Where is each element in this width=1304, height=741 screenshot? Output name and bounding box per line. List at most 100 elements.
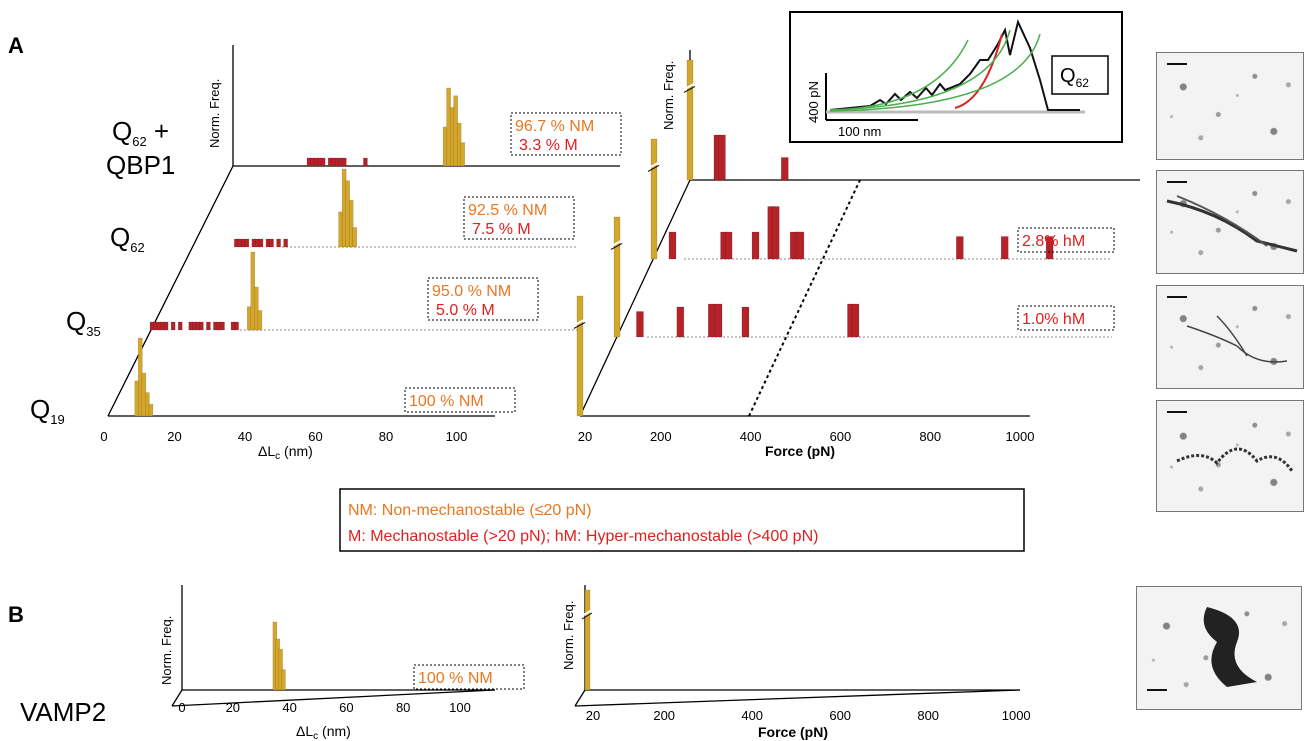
legend-nm: NM: Non-mechanostable (≤20 pN) bbox=[348, 502, 592, 519]
dlc-tick-b-80: 80 bbox=[396, 700, 410, 715]
dlc-tick-b-60: 60 bbox=[339, 700, 353, 715]
force-tick-b-600: 600 bbox=[829, 708, 851, 723]
force-bar-1-1 bbox=[636, 311, 644, 338]
row-label-1: Q35 bbox=[66, 306, 101, 339]
dlc-tick-a-20: 20 bbox=[167, 429, 181, 444]
em-image-q62-qbp1 bbox=[1156, 52, 1304, 160]
dlc-m-bar-3-4 bbox=[320, 157, 326, 167]
force-tick-b-20: 20 bbox=[586, 708, 600, 723]
dlc-tick-a-0: 0 bbox=[100, 429, 107, 444]
force-break-mark-0-a bbox=[573, 318, 586, 327]
force-break-mark-1-a bbox=[610, 239, 623, 248]
force-tick-b-200: 200 bbox=[653, 708, 675, 723]
norm-freq-label-b1: Norm. Freq. bbox=[159, 616, 174, 685]
pct-nm-row-0: 100 % NM bbox=[409, 393, 484, 410]
force-frame-b bbox=[574, 585, 1021, 707]
force-b-break-b bbox=[581, 612, 593, 620]
force-b-nm-bar-0 bbox=[584, 589, 591, 691]
force-bar-3-0 bbox=[686, 59, 694, 181]
force-tick-a-1000: 1000 bbox=[1006, 429, 1035, 444]
force-bar-1-7 bbox=[851, 303, 860, 338]
force-tick-a-200: 200 bbox=[650, 429, 672, 444]
legend-box bbox=[339, 488, 1025, 552]
dlc-m-bar-1-16 bbox=[234, 321, 239, 331]
pct-box-vamp2 bbox=[413, 664, 525, 690]
dlc-nm-bar-0-4 bbox=[148, 404, 154, 417]
inset-wlc-fit-green-2 bbox=[829, 29, 1011, 111]
dlc-b-nm-bar-3 bbox=[281, 669, 286, 691]
em-image-q62 bbox=[1156, 170, 1304, 274]
dlc-m-bar-2-6 bbox=[258, 238, 264, 248]
dlc-nm-bar-3-5 bbox=[460, 142, 465, 167]
pct-nm-vamp2: 100 % NM bbox=[418, 670, 493, 687]
hm-label-1: 2.8% hM bbox=[1022, 233, 1085, 250]
force-bar-2-11 bbox=[1000, 236, 1009, 260]
force-bar-1-3 bbox=[708, 303, 716, 338]
dlc-tick-a-100: 100 bbox=[446, 429, 468, 444]
dlc-nm-bar-1-2 bbox=[254, 286, 259, 331]
dlc-m-bar-1-14 bbox=[220, 321, 225, 331]
dlc-m-bar-1-4 bbox=[163, 321, 169, 331]
dlc-m-bar-1-5 bbox=[170, 321, 176, 331]
inset-label-box bbox=[1051, 55, 1109, 95]
force-axis-title-a: Force (pN) bbox=[765, 443, 835, 459]
panel-a-letter: A bbox=[8, 33, 24, 58]
force-bar-3-2 bbox=[718, 134, 726, 181]
force-bar-2-9 bbox=[796, 231, 805, 260]
force-tick-b-400: 400 bbox=[741, 708, 763, 723]
em-image-q19 bbox=[1156, 400, 1304, 512]
force-tick-b-800: 800 bbox=[917, 708, 939, 723]
threshold-400-line bbox=[748, 179, 861, 417]
force-bar-2-4 bbox=[751, 231, 760, 260]
pct-nm-row-2: 92.5 % NM bbox=[468, 202, 547, 219]
force-bar-1-4 bbox=[714, 303, 723, 338]
dlc-tick-a-80: 80 bbox=[379, 429, 393, 444]
force-bar-2-0 bbox=[650, 138, 658, 260]
em-image-vamp2 bbox=[1136, 586, 1302, 710]
force-bar-2-10 bbox=[956, 236, 964, 260]
dlc-nm-bar-2-4 bbox=[352, 227, 357, 248]
dlc-m-bar-3-9 bbox=[342, 157, 347, 167]
pct-m-row-1: 5.0 % M bbox=[436, 302, 495, 319]
inset-x-label: 100 nm bbox=[838, 124, 881, 139]
pct-m-row-2: 7.5 % M bbox=[472, 221, 531, 238]
dlc-axis-title-a: ΔLc (nm) bbox=[258, 443, 313, 462]
force-tick-a-20: 20 bbox=[578, 429, 592, 444]
force-break-mark-2-b bbox=[647, 164, 660, 172]
inset-label: Q62 bbox=[1060, 65, 1089, 90]
force-tick-a-800: 800 bbox=[919, 429, 941, 444]
force-break-mark-2-a bbox=[647, 161, 660, 170]
legend-m: M: Mechanostable (>20 pN); hM: Hyper-mec… bbox=[348, 528, 818, 545]
dlc-nm-bar-1-3 bbox=[257, 310, 263, 331]
hm-box-0 bbox=[1017, 305, 1115, 331]
dlc-frame-b bbox=[171, 585, 496, 707]
force-tick-a-600: 600 bbox=[830, 429, 852, 444]
force-break-mark-3-a bbox=[683, 82, 696, 91]
pct-nm-row-1: 95.0 % NM bbox=[432, 283, 511, 300]
force-bar-2-6 bbox=[771, 206, 780, 260]
force-break-mark-3-b bbox=[683, 85, 696, 93]
dlc-tick-b-20: 20 bbox=[226, 700, 240, 715]
dlc-nm-bar-2-3 bbox=[348, 199, 354, 248]
norm-freq-label-a1: Norm. Freq. bbox=[207, 79, 222, 148]
panel-b-letter: B bbox=[8, 602, 24, 627]
force-break-mark-0-b bbox=[573, 321, 586, 329]
force-bar-1-2 bbox=[676, 306, 685, 338]
dlc-m-bar-1-11 bbox=[206, 321, 211, 331]
dlc-m-bar-2-8 bbox=[269, 238, 274, 248]
dlc-m-bar-2-10 bbox=[283, 238, 288, 248]
inset-wlc-fit-green-3 bbox=[829, 33, 1041, 112]
dlc-tick-a-60: 60 bbox=[308, 429, 322, 444]
pct-nm-row-3: 96.7 % NM bbox=[515, 118, 594, 135]
dlc-frame-a bbox=[107, 45, 620, 417]
force-bar-2-1 bbox=[668, 231, 677, 260]
dlc-tick-b-0: 0 bbox=[178, 700, 185, 715]
force-bar-3-3 bbox=[781, 157, 789, 181]
em-image-q35 bbox=[1156, 285, 1304, 389]
hm-label-0: 1.0% hM bbox=[1022, 311, 1085, 328]
dlc-tick-b-40: 40 bbox=[282, 700, 296, 715]
hm-box-1 bbox=[1017, 227, 1115, 253]
inset-wlc-fit-red bbox=[954, 33, 1003, 109]
force-b-break-a bbox=[581, 609, 593, 617]
